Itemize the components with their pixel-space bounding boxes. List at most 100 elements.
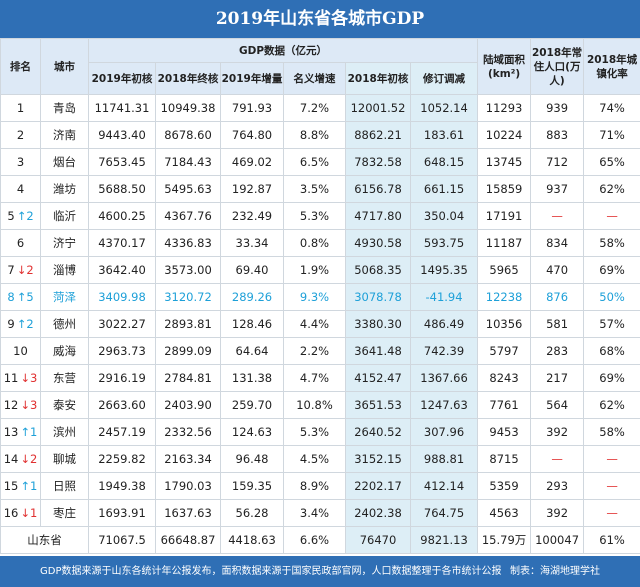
rank-change: ↑5 bbox=[16, 290, 34, 304]
rank-change: ↑2 bbox=[16, 317, 34, 331]
total-row: 山东省 71067.5 66648.87 4418.63 6.6% 76470 9821.1… bbox=[0, 526, 640, 554]
row: 16 ↓1 枣庄 1693.91 1637.63 56.28 3.4% 2402.38 764.… bbox=[0, 499, 640, 527]
cell: 742.39 bbox=[409, 337, 479, 365]
cell: 8715 bbox=[477, 445, 532, 473]
cell: 131.38 bbox=[220, 364, 284, 392]
rank-change: ↑1 bbox=[20, 425, 38, 439]
header: 城市 bbox=[40, 38, 89, 95]
rank-number: 14 bbox=[3, 452, 19, 466]
cell: 2163.34 bbox=[155, 445, 221, 473]
cell: 10949.38 bbox=[155, 94, 221, 122]
cell: 1693.91 bbox=[88, 499, 156, 527]
rank: 3 bbox=[0, 148, 41, 176]
cell: 5495.63 bbox=[155, 175, 221, 203]
row: 11 ↓3 东营 2916.19 2784.81 131.38 4.7% 4152.47 136… bbox=[0, 364, 640, 392]
cell: 2640.52 bbox=[345, 418, 411, 446]
cell: 581 bbox=[530, 310, 585, 338]
cell: 76470 bbox=[345, 526, 411, 554]
header: 2019年初核 bbox=[88, 62, 156, 95]
city: 东营 bbox=[40, 364, 89, 392]
cell: 2663.60 bbox=[88, 391, 156, 419]
cell: 62% bbox=[583, 391, 640, 419]
city: 潍坊 bbox=[40, 175, 89, 203]
rank: 11 ↓3 bbox=[0, 364, 41, 392]
cell: 1247.63 bbox=[409, 391, 479, 419]
cell: 4717.80 bbox=[345, 202, 411, 230]
rank-change: ↑2 bbox=[16, 209, 34, 223]
cell: 3642.40 bbox=[88, 256, 156, 284]
cell: 9.3% bbox=[283, 283, 346, 311]
cell: 764.80 bbox=[220, 121, 284, 149]
cell: 5.3% bbox=[283, 418, 346, 446]
rank-number: 12 bbox=[3, 398, 19, 412]
cell: — bbox=[583, 472, 640, 500]
cell: 11741.31 bbox=[88, 94, 156, 122]
cell: 3152.15 bbox=[345, 445, 411, 473]
cell: 7832.58 bbox=[345, 148, 411, 176]
cell: 883 bbox=[530, 121, 585, 149]
cell: 834 bbox=[530, 229, 585, 257]
cell: 259.70 bbox=[220, 391, 284, 419]
cell: 3.4% bbox=[283, 499, 346, 527]
cell: 293 bbox=[530, 472, 585, 500]
rank-change: ↓3 bbox=[20, 398, 38, 412]
cell: 712 bbox=[530, 148, 585, 176]
rank: 13 ↑1 bbox=[0, 418, 41, 446]
cell: 469.02 bbox=[220, 148, 284, 176]
cell: 4.4% bbox=[283, 310, 346, 338]
cell: 183.61 bbox=[409, 121, 479, 149]
rank-number: 16 bbox=[3, 506, 19, 520]
cell: 9443.40 bbox=[88, 121, 156, 149]
row: 13 ↑1 滨州 2457.19 2332.56 124.63 5.3% 2640.52 307… bbox=[0, 418, 640, 446]
row: 8 ↑5 菏泽 3409.98 3120.72 289.26 9.3% 3078.78 -41.… bbox=[0, 283, 640, 311]
cell: 4367.76 bbox=[155, 202, 221, 230]
cell: 8678.60 bbox=[155, 121, 221, 149]
rank: 1 bbox=[0, 94, 41, 122]
rank-change: ↑1 bbox=[20, 479, 38, 493]
cell: 96.48 bbox=[220, 445, 284, 473]
rank-change: ↓1 bbox=[20, 506, 38, 520]
city: 滨州 bbox=[40, 418, 89, 446]
cell: 62% bbox=[583, 175, 640, 203]
cell: 7184.43 bbox=[155, 148, 221, 176]
rank: 12 ↓3 bbox=[0, 391, 41, 419]
cell: 937 bbox=[530, 175, 585, 203]
cell: 4.7% bbox=[283, 364, 346, 392]
rank-change: ↓3 bbox=[20, 371, 38, 385]
cell: 5797 bbox=[477, 337, 532, 365]
rank-number: 8 bbox=[7, 290, 15, 304]
cell: 2403.90 bbox=[155, 391, 221, 419]
cell: 2402.38 bbox=[345, 499, 411, 527]
cell: 2784.81 bbox=[155, 364, 221, 392]
cell: 2457.19 bbox=[88, 418, 156, 446]
cell: 392 bbox=[530, 418, 585, 446]
cell: 9821.13 bbox=[409, 526, 479, 554]
cell: 50% bbox=[583, 283, 640, 311]
rank-change: ↓2 bbox=[16, 263, 34, 277]
cell: 350.04 bbox=[409, 202, 479, 230]
cell: 10.8% bbox=[283, 391, 346, 419]
cell: 4563 bbox=[477, 499, 532, 527]
cell: 17191 bbox=[477, 202, 532, 230]
cell: 61% bbox=[583, 526, 640, 554]
cell: 6156.78 bbox=[345, 175, 411, 203]
row: 9 ↑2 德州 3022.27 2893.81 128.46 4.4% 3380.30 486.… bbox=[0, 310, 640, 338]
cell: 4418.63 bbox=[220, 526, 284, 554]
cell: 3651.53 bbox=[345, 391, 411, 419]
rank: 2 bbox=[0, 121, 41, 149]
cell: 7653.45 bbox=[88, 148, 156, 176]
cell: 1949.38 bbox=[88, 472, 156, 500]
cell: 58% bbox=[583, 418, 640, 446]
rank: 9 ↑2 bbox=[0, 310, 41, 338]
cell: 56.28 bbox=[220, 499, 284, 527]
cell: 12238 bbox=[477, 283, 532, 311]
cell: 1495.35 bbox=[409, 256, 479, 284]
city: 威海 bbox=[40, 337, 89, 365]
cell: 5688.50 bbox=[88, 175, 156, 203]
cell: 486.49 bbox=[409, 310, 479, 338]
cell: -41.94 bbox=[409, 283, 479, 311]
cell: 4370.17 bbox=[88, 229, 156, 257]
cell: 283 bbox=[530, 337, 585, 365]
cell: 66648.87 bbox=[155, 526, 221, 554]
